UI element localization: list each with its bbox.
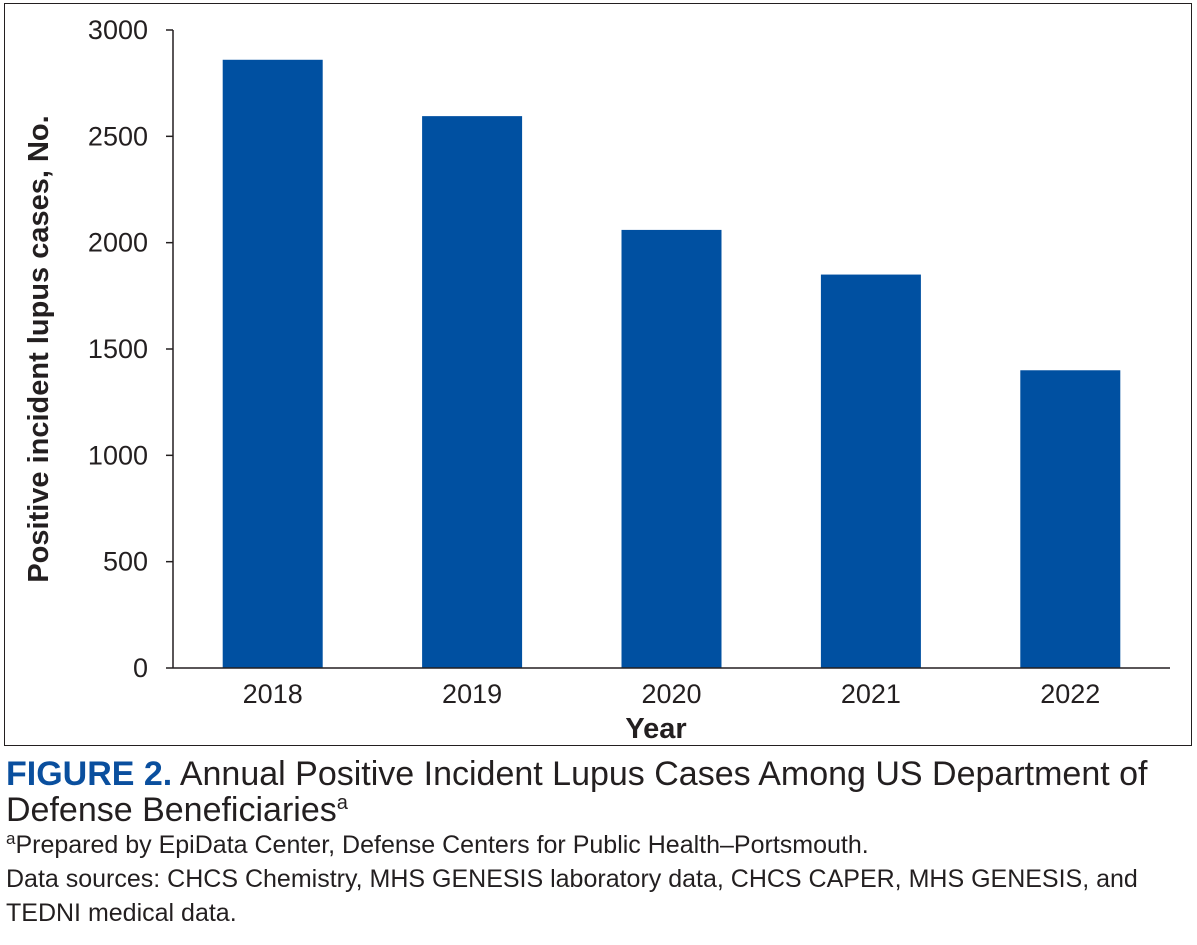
figure-label: FIGURE 2. <box>6 755 173 793</box>
x-tick-label-2021: 2021 <box>841 679 901 709</box>
chart-frame <box>4 3 1192 746</box>
y-tick-label-2500: 2500 <box>88 121 148 151</box>
figure-title: FIGURE 2. Annual Positive Incident Lupus… <box>6 756 1191 828</box>
x-tick-label-2022: 2022 <box>1040 679 1100 709</box>
bars-group <box>222 59 1121 669</box>
bar-2022 <box>1020 370 1121 668</box>
y-tick-label-0: 0 <box>133 653 148 683</box>
y-tick-label-2000: 2000 <box>88 228 148 258</box>
y-axis-ticks: 0 500 1000 1500 2000 2500 3000 <box>88 15 173 683</box>
bar-chart: 0 500 1000 1500 2000 2500 3000 2018 2019 2020 202… <box>23 15 1170 745</box>
footnote-marker: a <box>6 829 16 848</box>
y-axis-title: Positive incident lupus cases, No. <box>23 115 55 582</box>
y-tick-label-500: 500 <box>103 547 148 577</box>
footnote: aPrepared by EpiData Center, Defense Cen… <box>6 828 1191 862</box>
bar-2018 <box>222 59 323 669</box>
x-tick-label-2019: 2019 <box>442 679 502 709</box>
y-tick-label-1000: 1000 <box>88 440 148 470</box>
data-sources: Data sources: CHCS Chemistry, MHS GENESI… <box>6 865 1138 927</box>
bar-2021 <box>820 274 921 668</box>
y-tick-label-1500: 1500 <box>88 334 148 364</box>
bar-2020 <box>621 229 722 668</box>
y-tick-label-3000: 3000 <box>88 15 148 45</box>
bar-2019 <box>422 116 523 668</box>
footnote-text: Prepared by EpiData Center, Defense Cent… <box>15 831 869 859</box>
figure-caption: FIGURE 2. Annual Positive Incident Lupus… <box>6 756 1191 930</box>
figure-title-text: Annual Positive Incident Lupus Cases Amo… <box>6 755 1148 829</box>
x-tick-label-2020: 2020 <box>641 679 701 709</box>
title-footnote-marker: a <box>336 792 348 814</box>
x-tick-label-2018: 2018 <box>243 679 303 709</box>
x-axis-ticks: 2018 2019 2020 2021 2022 <box>243 679 1101 709</box>
x-axis-title: Year <box>625 713 686 745</box>
